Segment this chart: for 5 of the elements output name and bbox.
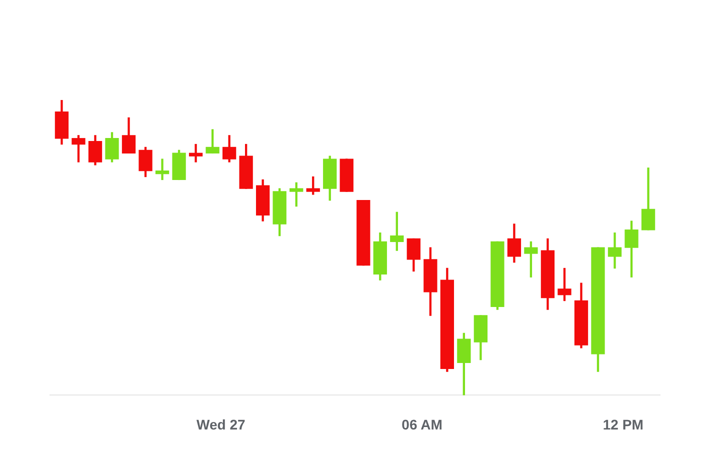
candlestick	[188, 144, 203, 162]
x-tick-label: 12 PM	[602, 416, 644, 432]
x-tick-label: 06 AM	[402, 416, 442, 432]
candlestick	[155, 158, 170, 180]
x-tick-label: Wed 27	[196, 416, 246, 432]
